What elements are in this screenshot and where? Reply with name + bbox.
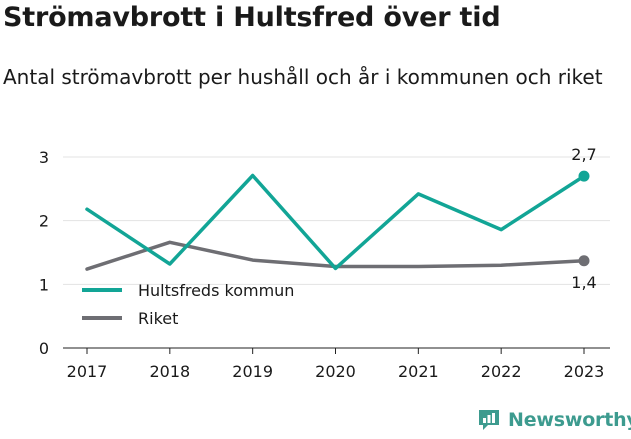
x-tick-label: 2018	[149, 362, 190, 381]
x-tick-label: 2022	[481, 362, 522, 381]
series-line	[85, 173, 586, 271]
x-axis: 2017 2018 2019 2020 2021 2022 2023	[63, 347, 610, 381]
series-line	[85, 240, 586, 271]
y-tick-label: 1	[39, 275, 49, 294]
newsworthy-logo: Newsworthy	[476, 407, 631, 433]
gridlines	[63, 156, 610, 285]
end-point-marker	[578, 170, 590, 182]
chart-subtitle: Antal strömavbrott per hushåll och år i …	[3, 65, 603, 89]
legend: Hultsfreds kommun Riket	[82, 281, 294, 328]
x-tick-label: 2021	[398, 362, 439, 381]
y-axis: 0 1 2 3	[39, 148, 49, 358]
x-tick-label: 2020	[315, 362, 356, 381]
chart-title: Strömavbrott i Hultsfred över tid	[3, 2, 501, 33]
x-tick-label: 2017	[67, 362, 108, 381]
legend-label: Riket	[138, 309, 178, 328]
end-point-marker	[578, 255, 590, 267]
x-tick-label: 2023	[564, 362, 605, 381]
y-tick-label: 2	[39, 212, 49, 231]
data-labels: 2,7 1,4	[571, 145, 596, 292]
legend-label: Hultsfreds kommun	[138, 281, 294, 300]
y-tick-label: 3	[39, 148, 49, 167]
newsworthy-icon	[479, 410, 499, 430]
series-lines	[85, 170, 590, 271]
end-value-label: 1,4	[571, 273, 596, 292]
end-value-label: 2,7	[571, 145, 596, 164]
x-tick-label: 2019	[232, 362, 273, 381]
brand-name: Newsworthy	[508, 409, 631, 431]
y-tick-label: 0	[39, 339, 49, 358]
